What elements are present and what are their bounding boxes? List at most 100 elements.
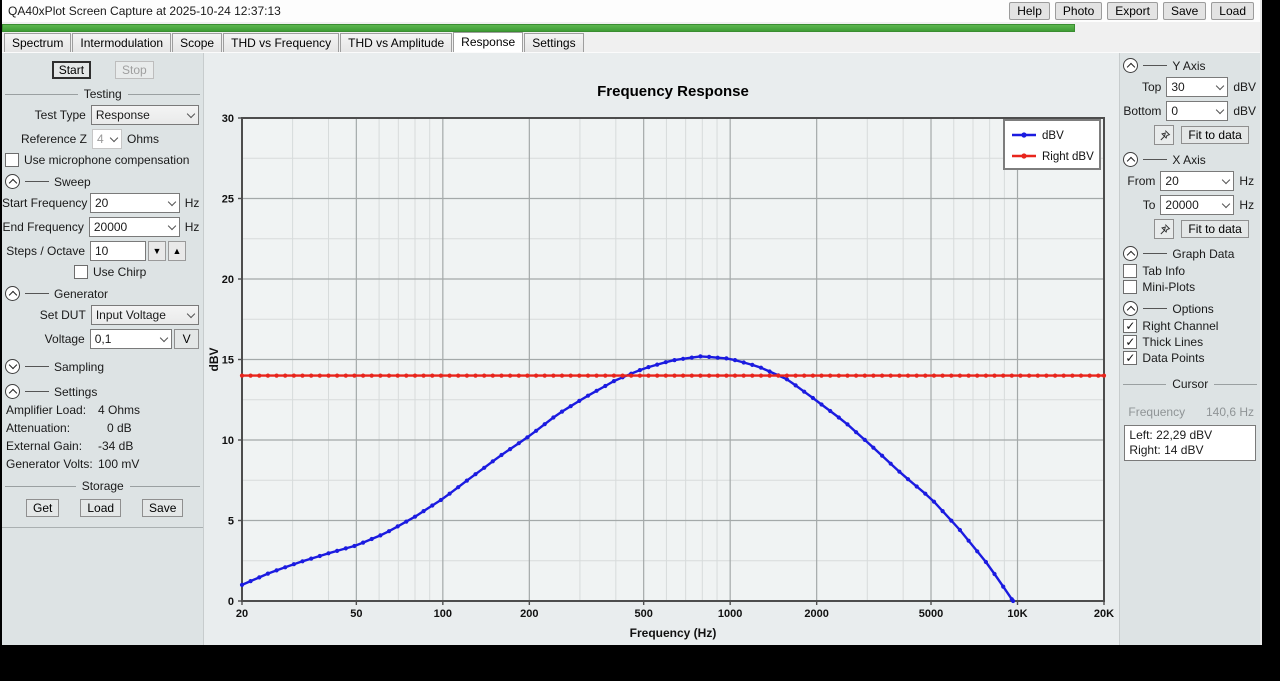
test-type-label: Test Type <box>34 108 86 122</box>
external-gain-value: -34 dB <box>98 439 134 453</box>
tab-spectrum[interactable]: Spectrum <box>4 33 72 52</box>
reference-z-label: Reference Z <box>20 132 87 146</box>
x-to-select[interactable]: 20000 <box>1160 195 1235 215</box>
voltage-select[interactable]: 0,1 <box>89 329 172 349</box>
set-dut-label: Set DUT <box>39 308 86 322</box>
svg-text:10: 10 <box>222 435 234 447</box>
svg-text:50: 50 <box>351 608 363 620</box>
x-from-unit: Hz <box>1239 174 1255 188</box>
settings-section-title: Settings <box>54 384 98 399</box>
set-dut-select[interactable]: Input Voltage <box>90 305 200 325</box>
start-button[interactable]: Start <box>51 61 92 79</box>
start-frequency-label: Start Frequency <box>2 196 88 210</box>
external-gain-row: External Gain: -34 dB <box>6 439 203 453</box>
chart-legend: dBV Right dBV <box>1003 119 1102 170</box>
x-axis-title: Frequency (Hz) <box>630 626 717 640</box>
svg-text:0: 0 <box>228 596 234 608</box>
collapse-chevron-up-icon[interactable] <box>1123 58 1139 73</box>
use-chirp-checkbox[interactable] <box>74 265 88 279</box>
storage-save-button[interactable]: Save <box>142 499 184 517</box>
x-axis-pin-button[interactable] <box>1154 219 1175 239</box>
progress-bar-fill <box>2 24 1075 32</box>
title-bar: QA40xPlot Screen Capture at 2025-10-24 1… <box>2 0 1260 22</box>
pin-icon <box>1160 223 1171 234</box>
svg-text:20: 20 <box>222 274 234 286</box>
voltage-unit-button[interactable]: V <box>173 329 200 349</box>
collapse-chevron-up-icon[interactable] <box>1123 301 1139 316</box>
sweep-section-title: Sweep <box>54 174 91 189</box>
collapse-chevron-up-icon[interactable] <box>1123 246 1139 261</box>
amplifier-load-row: Amplifier Load: 4 Ohms <box>6 403 203 417</box>
y-axis-title: dBV <box>207 348 221 372</box>
export-button[interactable]: Export <box>1107 2 1158 20</box>
right-channel-label: Right Channel <box>1142 319 1219 333</box>
storage-get-button[interactable]: Get <box>26 499 60 517</box>
start-frequency-select[interactable]: 20 <box>90 193 180 213</box>
x-axis-fit-button[interactable]: Fit to data <box>1181 220 1249 238</box>
tab-scope[interactable]: Scope <box>172 33 223 52</box>
end-frequency-select[interactable]: 20000 <box>88 217 180 237</box>
tab-thd-vs-frequency[interactable]: THD vs Frequency <box>223 33 340 52</box>
series-Right-dBV <box>240 373 1107 378</box>
y-axis-pin-button[interactable] <box>1154 125 1175 145</box>
attenuation-row: Attenuation: 0 dB <box>6 421 203 435</box>
steps-per-octave-input[interactable]: 10 <box>90 241 146 261</box>
y-axis-fit-button[interactable]: Fit to data <box>1181 126 1249 144</box>
amplifier-load-value: 4 Ohms <box>98 403 141 417</box>
storage-load-button[interactable]: Load <box>80 499 122 517</box>
graph-data-section-title: Graph Data <box>1172 246 1235 261</box>
chevron-down-icon <box>167 197 176 206</box>
chevron-down-icon <box>1216 105 1225 114</box>
save-button[interactable]: Save <box>1162 2 1207 20</box>
cursor-frequency-label: Frequency <box>1128 405 1186 419</box>
tab-response[interactable]: Response <box>453 32 524 52</box>
chevron-down-icon <box>1222 175 1231 184</box>
collapse-chevron-up-icon[interactable] <box>5 174 20 189</box>
collapse-chevron-up-icon[interactable] <box>5 286 20 301</box>
external-gain-label: External Gain: <box>6 439 83 453</box>
collapse-chevron-up-icon[interactable] <box>5 384 20 399</box>
storage-group-separator: Storage <box>5 479 200 493</box>
cursor-frequency-value: 140,6 Hz <box>1205 405 1254 419</box>
tab-intermodulation[interactable]: Intermodulation <box>72 33 172 52</box>
mini-plots-label: Mini-Plots <box>1142 280 1196 294</box>
tab-settings[interactable]: Settings <box>524 33 584 52</box>
generator-volts-value: 100 mV <box>98 457 140 471</box>
x-axis-section-header: X Axis <box>1123 152 1260 167</box>
mic-compensation-checkbox[interactable] <box>5 153 19 167</box>
x-from-select[interactable]: 20 <box>1160 171 1235 191</box>
x-to-unit: Hz <box>1239 198 1255 212</box>
y-bottom-select[interactable]: 0 <box>1166 101 1229 121</box>
tab-info-checkbox[interactable] <box>1123 264 1138 278</box>
window-title: QA40xPlot Screen Capture at 2025-10-24 1… <box>8 4 281 18</box>
steps-increment-button[interactable]: ▲ <box>168 241 186 261</box>
collapse-chevron-up-icon[interactable] <box>1123 152 1139 167</box>
svg-text:200: 200 <box>521 608 539 620</box>
load-button[interactable]: Load <box>1211 2 1254 20</box>
sweep-section-header: Sweep <box>5 174 203 189</box>
data-points-checkbox-row: ✓ Data Points <box>1123 351 1260 365</box>
tab-info-label: Tab Info <box>1142 264 1186 278</box>
y-top-label: Top <box>1142 80 1162 94</box>
thick-lines-checkbox[interactable]: ✓ <box>1123 335 1138 349</box>
chevron-down-icon <box>187 309 196 318</box>
axis-labels: 20 50 100 200 500 1000 2000 5000 10K 20K 0 5 10 15 20 2… <box>207 83 1114 640</box>
data-points-checkbox[interactable]: ✓ <box>1123 351 1138 365</box>
tab-thd-vs-amplitude[interactable]: THD vs Amplitude <box>340 33 453 52</box>
stop-button[interactable]: Stop <box>115 61 154 79</box>
y-top-select[interactable]: 30 <box>1166 77 1229 97</box>
chevron-down-icon <box>167 221 176 230</box>
right-channel-checkbox[interactable]: ✓ <box>1123 319 1138 333</box>
collapse-chevron-down-icon[interactable] <box>5 359 20 374</box>
svg-text:30: 30 <box>222 113 234 125</box>
x-to-label: To <box>1142 198 1156 212</box>
help-button[interactable]: Help <box>1009 2 1050 20</box>
cursor-left-reading: Left: 22,29 dBV <box>1129 428 1213 442</box>
mini-plots-checkbox[interactable] <box>1123 280 1138 294</box>
steps-decrement-button[interactable]: ▼ <box>148 241 166 261</box>
right-channel-checkbox-row: ✓ Right Channel <box>1123 319 1260 333</box>
photo-button[interactable]: Photo <box>1054 2 1103 20</box>
test-type-select[interactable]: Response <box>90 105 200 125</box>
frequency-response-chart[interactable]: 20 50 100 200 500 1000 2000 5000 10K 20K 0 5 10 15 20 2… <box>204 53 1120 645</box>
cursor-readings-box: Left: 22,29 dBV Right: 14 dBV <box>1124 425 1256 461</box>
